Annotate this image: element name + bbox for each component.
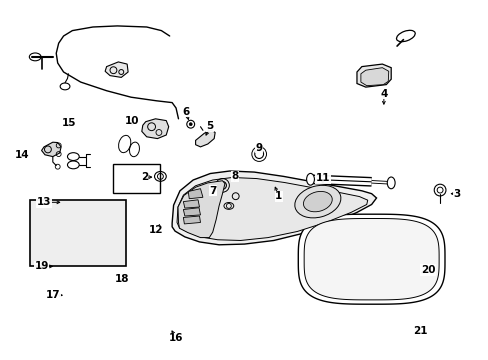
Polygon shape (142, 119, 168, 139)
Polygon shape (183, 200, 199, 208)
Ellipse shape (294, 185, 340, 218)
Text: 8: 8 (231, 171, 238, 181)
Text: 17: 17 (45, 290, 60, 300)
Text: 4: 4 (379, 89, 387, 99)
Polygon shape (360, 68, 388, 86)
Ellipse shape (386, 177, 394, 189)
Ellipse shape (303, 192, 331, 212)
Polygon shape (41, 142, 61, 157)
Polygon shape (105, 62, 128, 77)
Polygon shape (183, 208, 200, 216)
Text: 10: 10 (124, 116, 139, 126)
Bar (113, 164, 160, 193)
Text: 9: 9 (255, 143, 262, 153)
Text: 19: 19 (34, 261, 49, 271)
Text: 6: 6 (182, 107, 189, 117)
Polygon shape (183, 216, 200, 224)
Text: 20: 20 (420, 265, 434, 275)
Polygon shape (356, 64, 390, 87)
Polygon shape (225, 190, 249, 202)
Text: 11: 11 (315, 173, 329, 183)
Text: 3: 3 (453, 189, 460, 199)
Bar (30, 200, 125, 266)
Text: 21: 21 (412, 326, 427, 336)
Text: 16: 16 (168, 333, 183, 343)
Text: 1: 1 (275, 191, 282, 201)
Text: 13: 13 (37, 197, 51, 207)
Text: 12: 12 (149, 225, 163, 235)
Text: 7: 7 (208, 186, 216, 196)
Ellipse shape (306, 174, 314, 185)
Polygon shape (177, 177, 367, 240)
Text: 14: 14 (15, 150, 29, 160)
Text: 5: 5 (206, 121, 213, 131)
Polygon shape (195, 130, 215, 147)
Circle shape (189, 123, 192, 126)
Text: 18: 18 (115, 274, 129, 284)
Text: 15: 15 (62, 118, 77, 128)
Polygon shape (172, 171, 376, 245)
Polygon shape (188, 189, 203, 199)
Polygon shape (178, 181, 224, 238)
Polygon shape (304, 219, 438, 300)
Text: 2: 2 (141, 172, 147, 182)
Polygon shape (298, 214, 444, 304)
